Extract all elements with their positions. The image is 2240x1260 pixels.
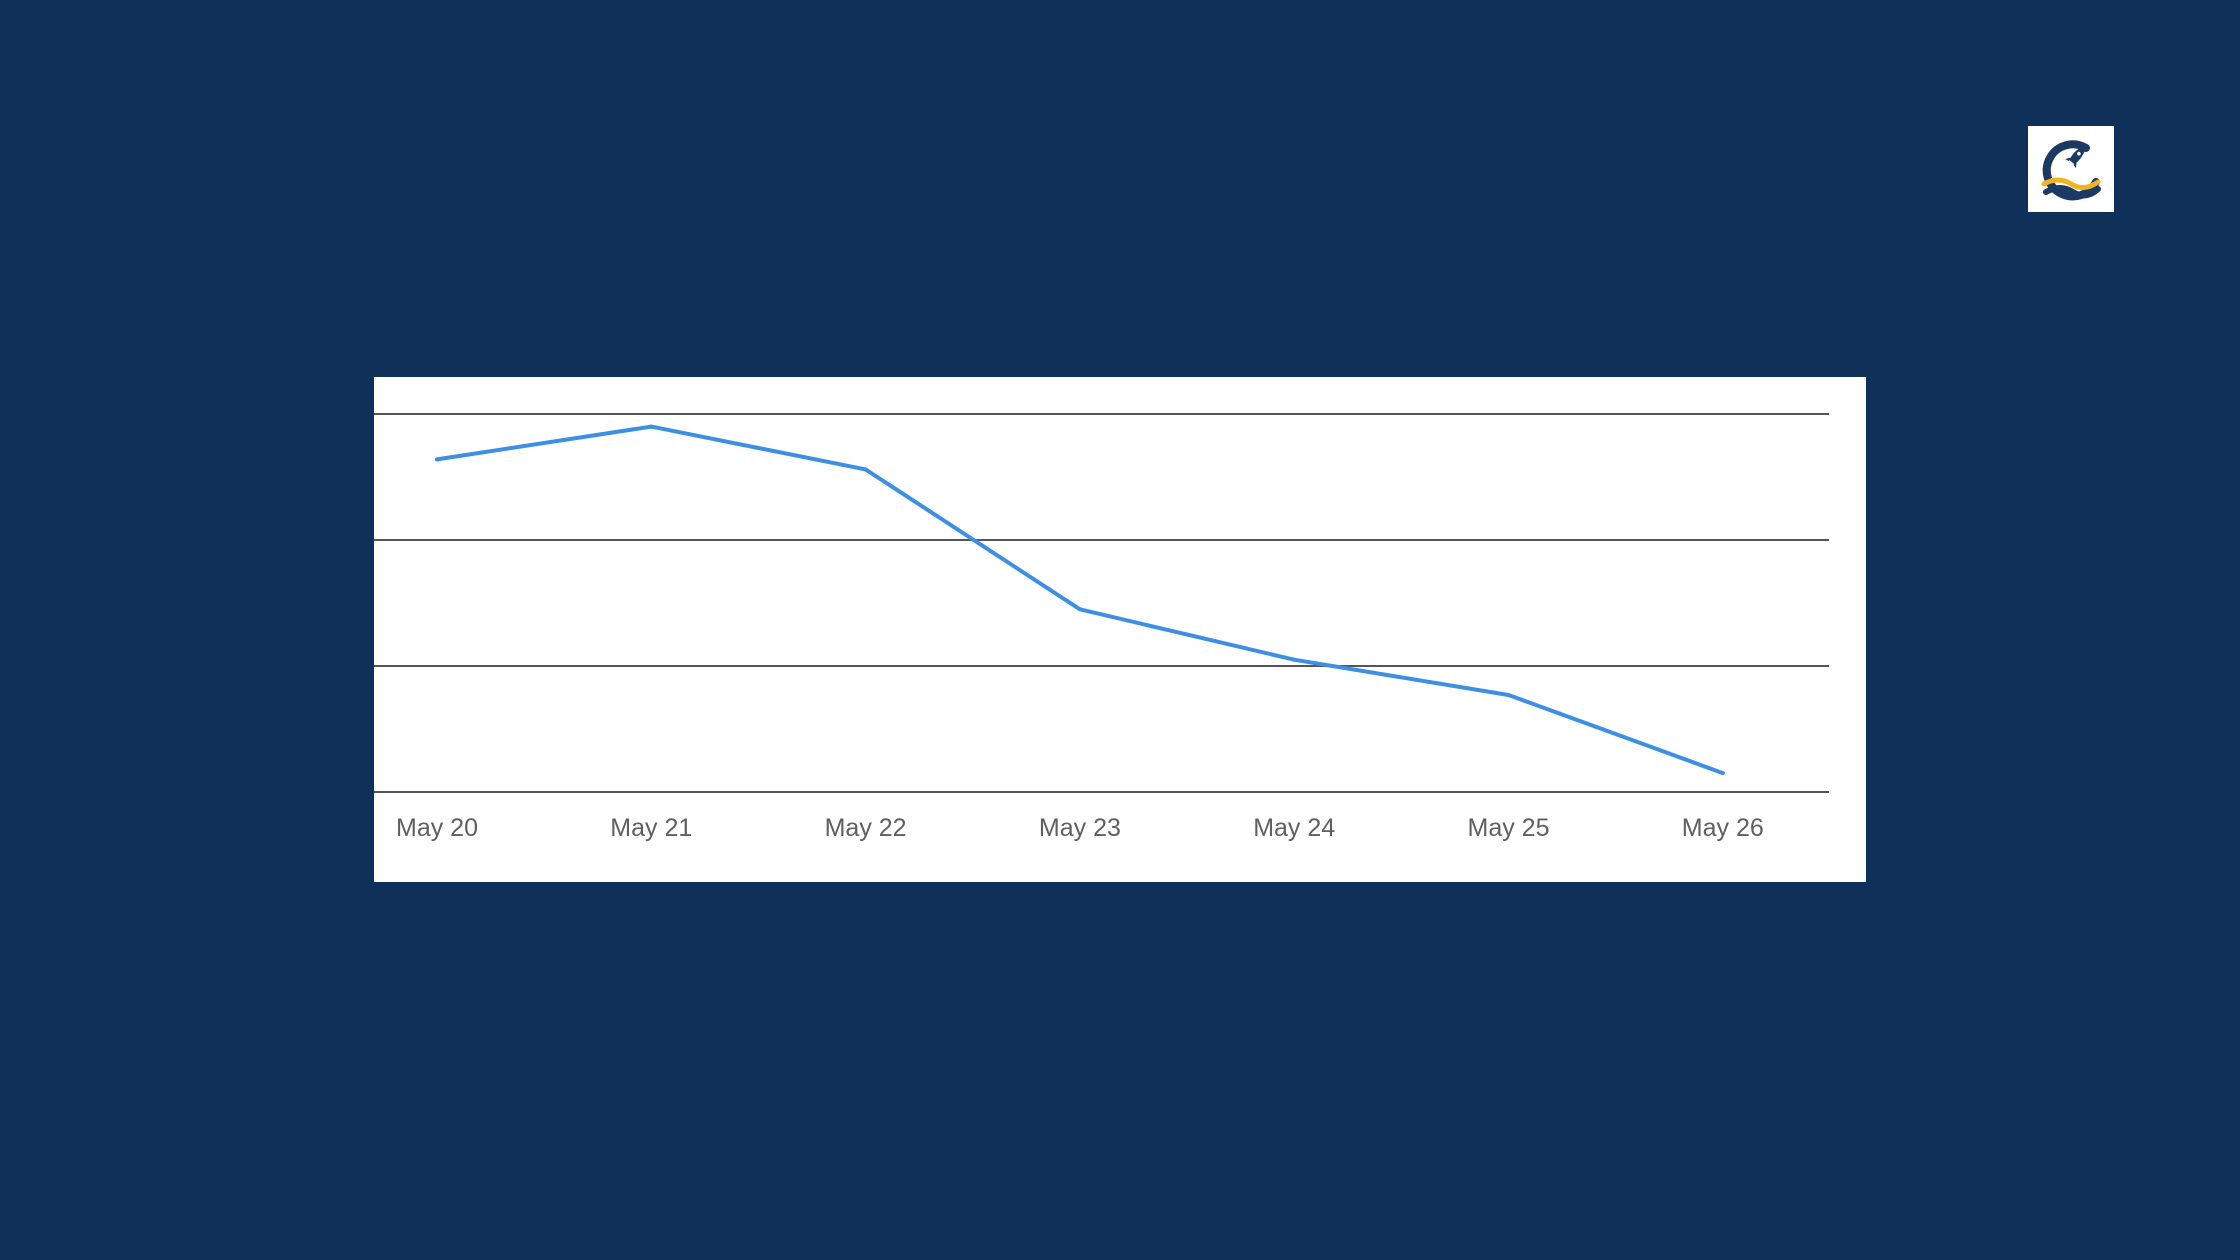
data-point-2 — [863, 467, 868, 472]
x-tick-label: May 24 — [1253, 814, 1335, 842]
line-chart: May 20 May 21 May 22 May 23 May 24 May 25 May … — [374, 413, 1829, 842]
x-tick-label: May 23 — [1039, 814, 1121, 842]
series-line-0 — [435, 424, 1725, 776]
data-point-1 — [649, 424, 654, 429]
x-tick-label: May 22 — [825, 814, 907, 842]
x-tick-label: May 20 — [396, 814, 478, 842]
x-tick-label: May 26 — [1682, 814, 1764, 842]
x-tick-label: May 21 — [610, 814, 692, 842]
chart-card: May 20 May 21 May 22 May 23 May 24 May 25 May … — [374, 377, 1866, 882]
data-point-4 — [1292, 657, 1297, 662]
rocket-wave-logo-icon — [2041, 140, 2101, 201]
data-point-3 — [1077, 607, 1082, 612]
x-tick-label: May 25 — [1468, 814, 1550, 842]
data-point-5 — [1506, 692, 1511, 697]
company-logo — [2028, 126, 2114, 212]
data-point-0 — [435, 457, 439, 462]
data-point-6 — [1720, 771, 1725, 776]
